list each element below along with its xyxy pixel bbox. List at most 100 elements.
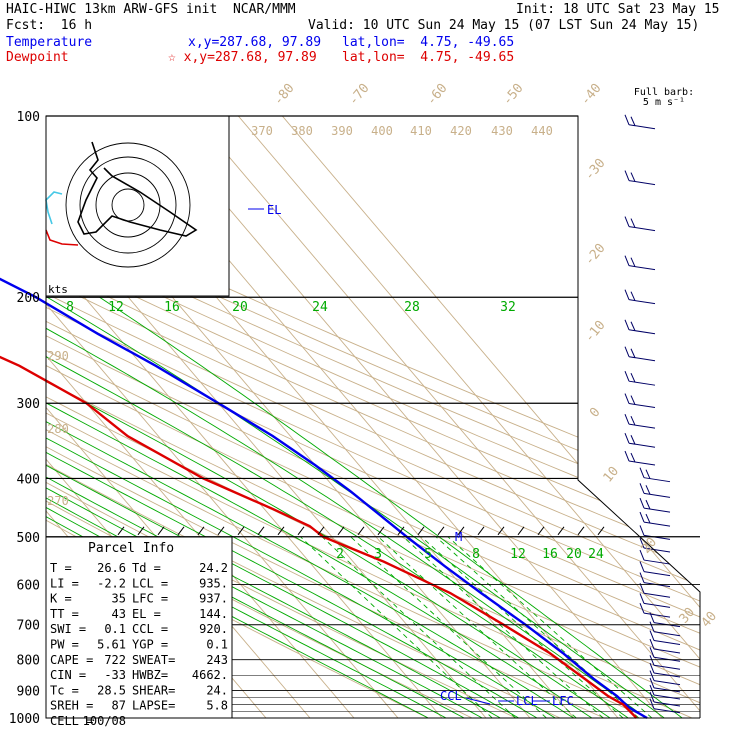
hatch-mark — [237, 526, 245, 536]
hatch-mark — [557, 526, 565, 536]
hatch-mark — [457, 526, 465, 536]
hatch-mark — [597, 526, 605, 536]
dry-adiabat-label: 410 — [410, 124, 432, 138]
hatch-mark — [257, 526, 265, 536]
wind-barb — [653, 664, 681, 670]
wind-barb-flag — [630, 257, 636, 267]
wind-barb-flag — [649, 647, 655, 658]
parcel-field-value: 920. — [199, 622, 228, 636]
wind-barb-flag — [630, 291, 636, 301]
parcel-info-frame — [45, 536, 233, 719]
star-icon: ☆ — [168, 50, 176, 65]
hatch-mark — [397, 526, 405, 536]
isotherm-label: -60 — [424, 81, 451, 109]
dry-adiabat-label: 430 — [491, 124, 513, 138]
dry-adiabat — [46, 116, 700, 718]
hodograph-ring — [65, 142, 191, 268]
isotherm-line — [193, 116, 700, 718]
parcel-info-box: Parcel Info T = 26.6 Td = 24.2 LI = -2.2 LCL = 9… — [45, 536, 233, 728]
dry-adiabat-label: 420 — [450, 124, 472, 138]
wind-barb-flag — [630, 321, 636, 331]
isotherm-line — [0, 116, 2, 718]
wind-barb-flag — [639, 525, 645, 536]
wind-barb-flag — [649, 612, 655, 623]
isotherm-label: -20 — [582, 241, 609, 269]
wind-barb-flag — [639, 537, 645, 549]
pressure-tick-label: 700 — [17, 619, 40, 634]
moist-adiabat — [46, 296, 524, 718]
wind-barb-flag — [630, 116, 636, 126]
mixing-ratio-label: 32 — [500, 300, 516, 315]
wind-barb-flag — [649, 638, 655, 650]
temperature-latlon: lat,lon= 4.75, -49.65 — [342, 35, 515, 50]
mixing-ratio-label: 28 — [404, 300, 420, 315]
parcel-field-value: -2.2 — [97, 576, 126, 590]
dewpoint-line — [0, 355, 638, 719]
parcel-field-value: 144. — [199, 607, 228, 621]
hatch-mark — [497, 526, 505, 536]
full-barb-unit: 5 m s⁻¹ — [643, 97, 685, 108]
wind-barb-flag — [649, 621, 655, 632]
parcel-field-label: Tc = — [50, 683, 79, 697]
isotherm-line — [281, 116, 700, 718]
mixing-ratio-label: 12 — [510, 547, 526, 562]
pressure-tick-label: 100 — [17, 110, 40, 125]
parcel-field-label: K = — [50, 592, 72, 606]
wind-barb-flag — [624, 413, 630, 425]
dry-adiabat — [46, 116, 678, 718]
parcel-field-label: LFC = — [132, 592, 168, 606]
hatch-mark — [477, 526, 485, 536]
wind-barb-flag — [639, 511, 645, 523]
hatch-mark — [437, 526, 445, 536]
wind-barb — [628, 356, 656, 362]
dry-adiabat — [46, 116, 700, 718]
model-title: HAIC-HIWC 13km ARW-GFS init NCAR/MMM — [6, 2, 296, 17]
isotherm-label: -70 — [346, 81, 373, 109]
isotherm-label: -50 — [500, 81, 527, 109]
dry-adiabat — [46, 116, 700, 718]
isotherm-label: -30 — [582, 156, 609, 184]
wind-barb — [628, 403, 656, 409]
wind-barb-flag — [649, 670, 655, 681]
plot-frame — [45, 115, 701, 718]
mixing-ratio-label: 16 — [164, 300, 180, 315]
wind-barb-flag — [639, 483, 645, 494]
wind-barb — [653, 640, 681, 646]
mixing-ratio-label: 16 — [542, 547, 558, 562]
parcel-field-value: 100/08 — [83, 714, 126, 728]
chart-grid — [0, 116, 700, 718]
dry-adiabat-label: 370 — [251, 124, 273, 138]
parcel-field-value: 937. — [199, 592, 228, 606]
wind-barb-flag — [649, 677, 655, 689]
wind-barb-flag — [630, 452, 636, 463]
parcel-field-value: 43 — [112, 607, 126, 621]
level-label: M — [455, 530, 462, 544]
hatch-mark — [377, 526, 385, 536]
parcel-field-label: CAPE = — [50, 653, 93, 667]
parcel-field-value: 87 — [112, 699, 126, 713]
level-label: EL — [267, 203, 281, 217]
mixing-ratio-line — [421, 536, 624, 718]
wind-barb-flag — [624, 371, 630, 382]
org-name: NCAR/MMM — [232, 2, 296, 17]
moist-adiabat — [99, 296, 700, 718]
parcel-field-value: 0.1 — [104, 622, 126, 636]
parcel-field-value: 935. — [199, 576, 228, 590]
wind-barb-flag — [639, 549, 645, 561]
isotherm-label: 30 — [677, 605, 699, 627]
pressure-tick-label: 300 — [17, 397, 40, 412]
mixing-ratio-label: 5 — [424, 547, 432, 562]
wind-barb-flag — [624, 216, 630, 227]
parcel-field-value: 24.2 — [199, 561, 228, 575]
mixing-ratio-label: 24 — [312, 300, 328, 315]
wind-barb-flag — [630, 415, 636, 426]
dewpoint-legend-label: Dewpoint — [6, 50, 69, 65]
wind-barb — [628, 124, 656, 130]
wind-barb — [628, 265, 656, 271]
level-label: CCL — [440, 689, 462, 703]
wind-barb — [643, 602, 671, 608]
wind-barb-flag — [630, 395, 636, 405]
wind-barb-flag — [639, 572, 645, 583]
pressure-tick-label: 800 — [17, 654, 40, 669]
